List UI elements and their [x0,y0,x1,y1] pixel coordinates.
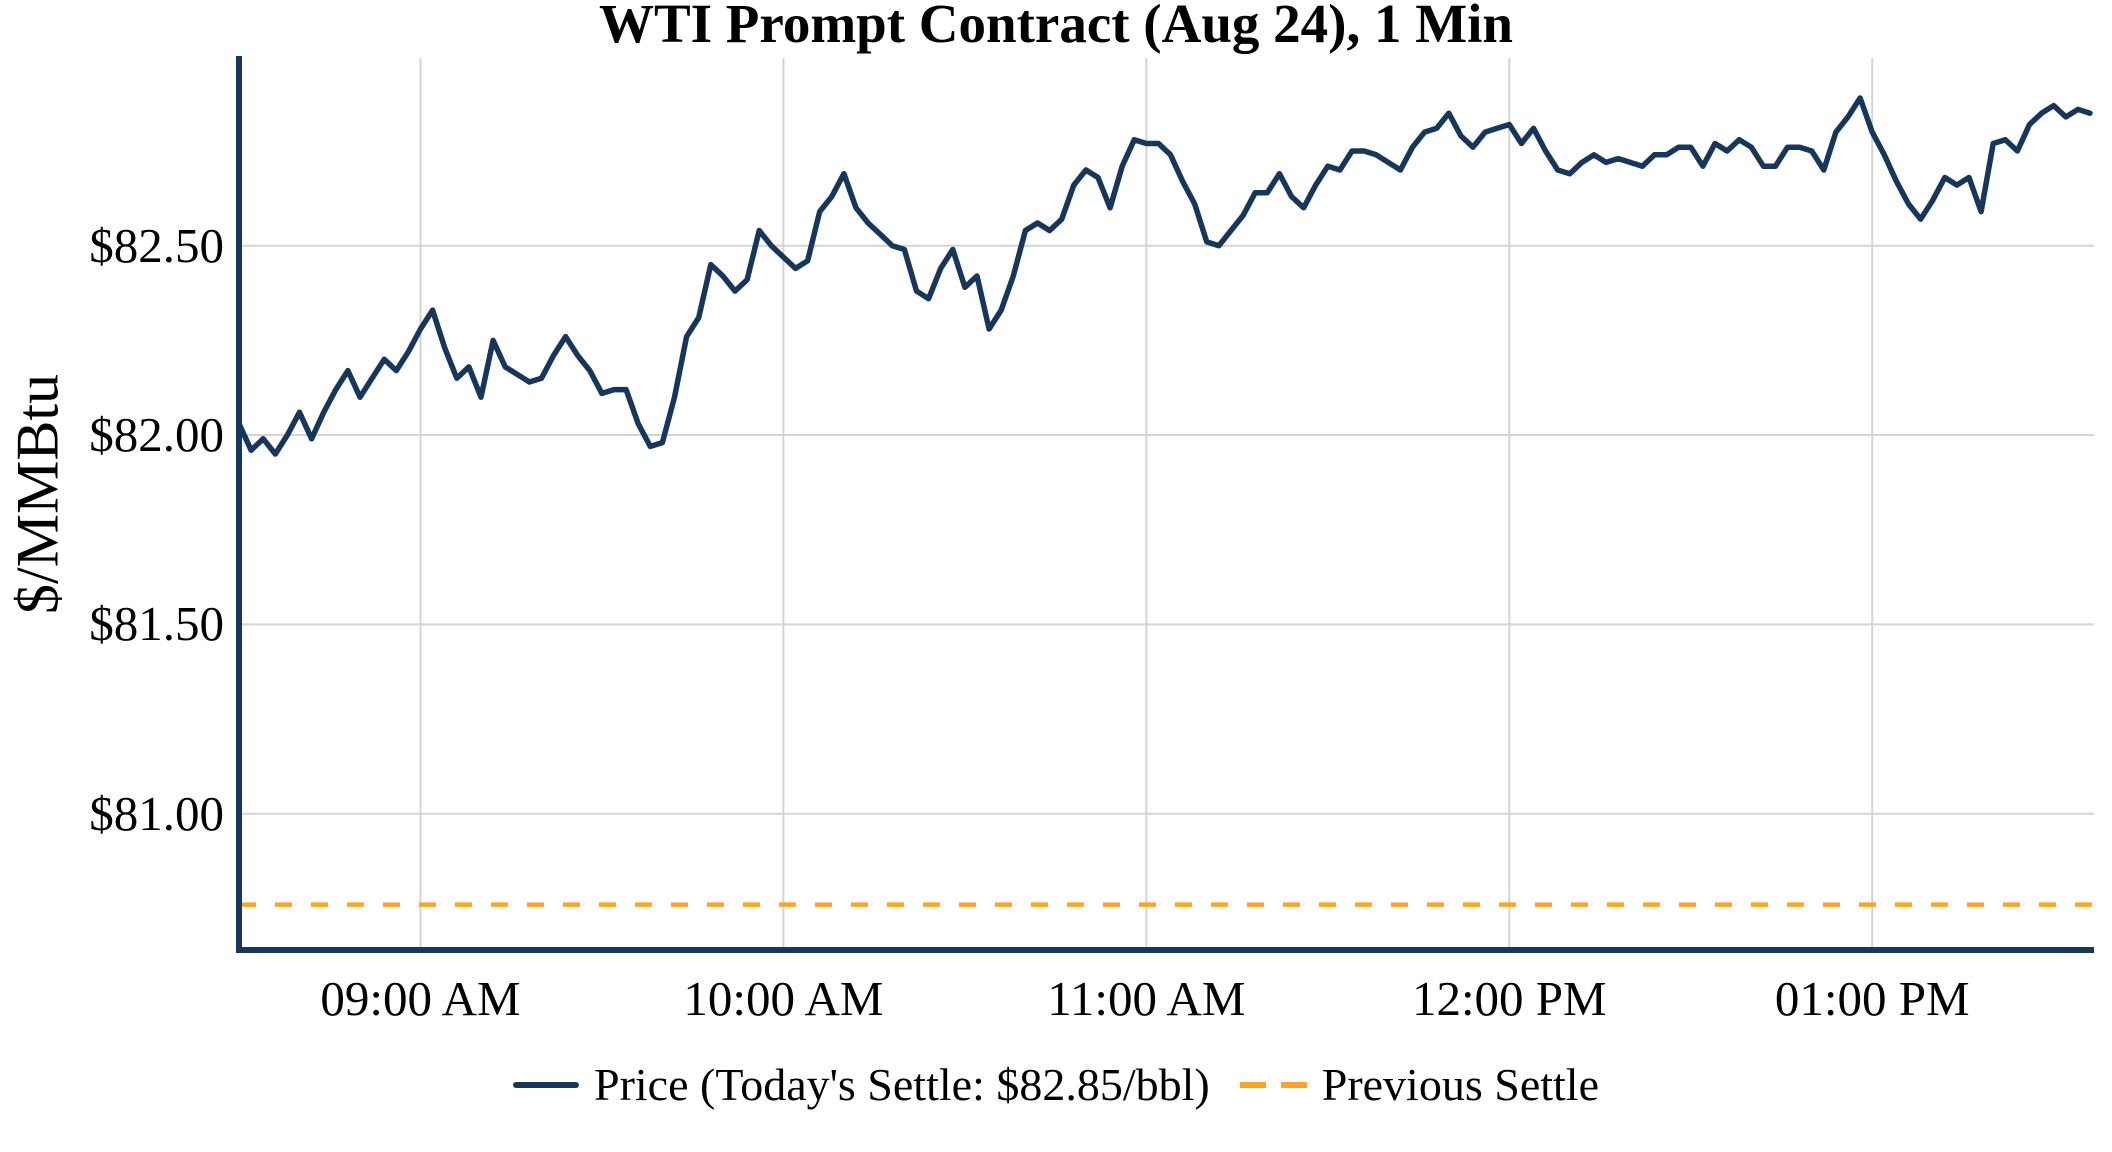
legend-price-label: Price (Today's Settle: $82.85/bbl) [593,1059,1210,1110]
y-tick-label: $81.50 [89,596,224,652]
previous-settle-dash-swatch-icon [1239,1081,1307,1088]
x-tick-label: 01:00 PM [1774,971,1970,1026]
chart-title: WTI Prompt Contract (Aug 24), 1 Min [598,0,1514,54]
legend: Price (Today's Settle: $82.85/bbl) Previ… [0,1058,2112,1111]
legend-item-previous-settle: Previous Settle [1210,1058,1599,1111]
x-tick-label: 10:00 AM [683,971,884,1026]
x-tick-label: 11:00 AM [1047,971,1246,1026]
x-tick-label: 12:00 PM [1411,971,1607,1026]
y-tick-label: $82.50 [89,217,224,273]
y-tick-label: $82.00 [89,407,224,463]
price-line [236,95,2093,457]
price-line-swatch-icon [512,1081,579,1088]
legend-previous-settle-label: Previous Settle [1321,1059,1599,1110]
legend-item-price: Price (Today's Settle: $82.85/bbl) [512,1058,1210,1111]
x-tick-label: 09:00 AM [320,971,521,1026]
y-tick-label: $81.00 [89,785,224,841]
